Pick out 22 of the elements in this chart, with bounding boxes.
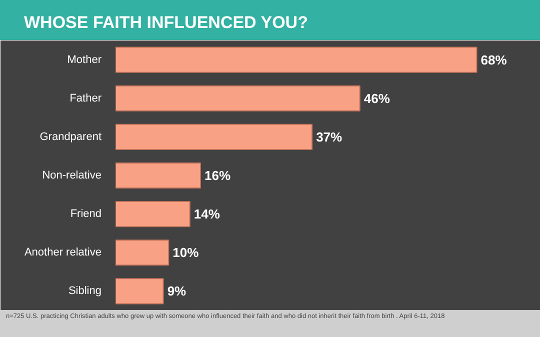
y-tick-label: Another relative [24,246,102,259]
data-label: 46% [364,90,390,106]
y-tick-label: Mother [67,54,102,66]
bar [116,85,360,112]
bar [116,201,190,228]
data-label: 9% [167,284,187,299]
bar [116,46,478,73]
bar [116,124,313,150]
data-label: 68% [480,52,508,68]
y-tick-label: Non-relative [42,170,102,182]
chart-title: WHOSE FAITH INFLUENCED YOU? [24,12,308,34]
bar [116,278,164,304]
y-tick-label: Sibling [68,285,102,298]
y-tick-label: Friend [70,208,102,220]
data-label: 37% [316,129,343,144]
data-label: 10% [172,245,200,260]
y-tick-label: Grandparent [40,130,102,143]
y-tick-label: Father [70,92,102,104]
bar [116,240,170,266]
data-label: 14% [194,206,220,222]
bar [116,162,201,189]
data-label: 16% [204,168,231,183]
